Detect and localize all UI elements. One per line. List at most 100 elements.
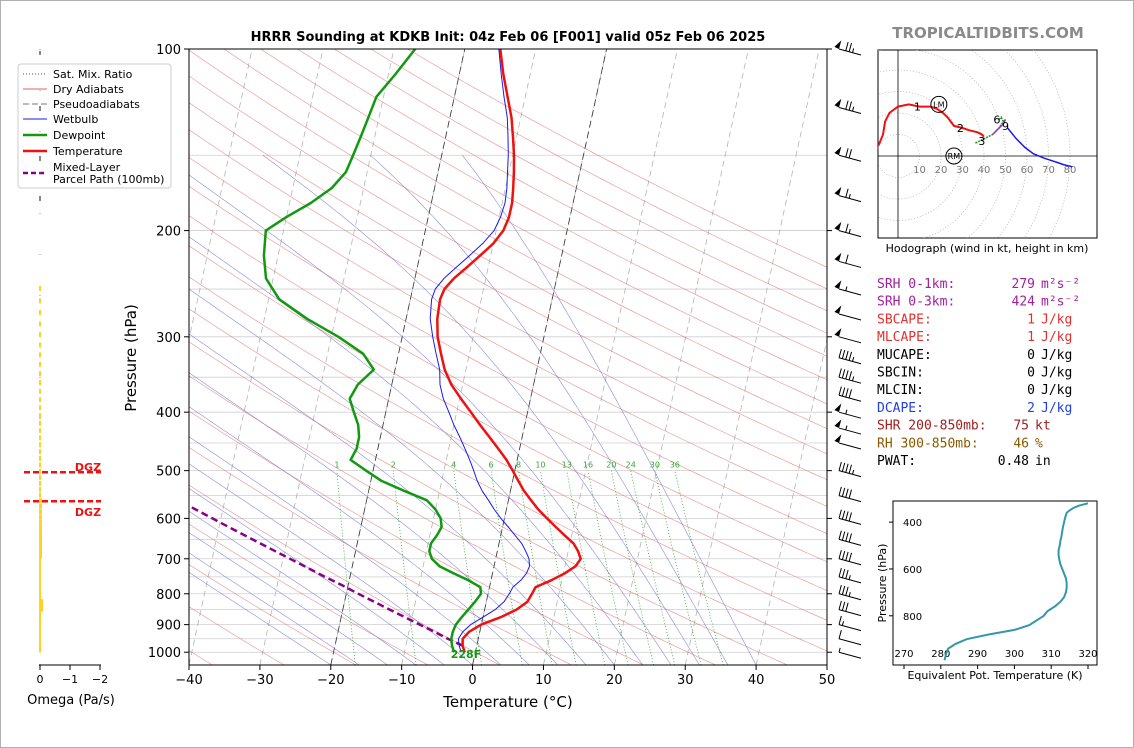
hodo-ring-label: 30 — [956, 165, 969, 176]
mixing-ratio-line — [540, 470, 577, 665]
index-value: 0 — [1027, 366, 1035, 381]
dgz-label-bottom: DGZ — [75, 506, 101, 519]
moist-adiabat — [189, 510, 416, 665]
omega-bar — [39, 310, 41, 316]
omega-bar — [39, 524, 42, 530]
omega-bar — [39, 617, 41, 623]
mixing-ratio-line — [654, 470, 702, 665]
thetae-ytick-label: 600 — [903, 565, 922, 576]
wind-barb — [838, 629, 862, 646]
wind-barb — [834, 252, 862, 268]
index-value: 75 — [1013, 419, 1029, 434]
moist-adiabat — [189, 288, 615, 665]
thetae-xlabel: Equivalent Pot. Temperature (K) — [907, 669, 1082, 682]
omega-bar — [39, 634, 41, 640]
dry-adiabat — [189, 49, 827, 405]
skewt-ylabel: Pressure (hPa) — [122, 304, 140, 412]
skewt-ytick-label: 400 — [156, 406, 181, 421]
index-label: SBCIN: — [877, 366, 924, 381]
skewt-xtick-label: −20 — [317, 673, 344, 688]
hodo-lm-marker — [930, 95, 948, 113]
wind-barb — [838, 530, 862, 546]
omega-bar — [39, 529, 42, 535]
dry-adiabat — [189, 185, 827, 534]
skewt-ytick-label: 200 — [156, 225, 181, 240]
omega-bar — [39, 361, 41, 367]
index-label: MLCIN: — [877, 383, 924, 398]
mixing-ratio-label: 36 — [670, 461, 680, 470]
index-label: RH 300-850mb: — [877, 436, 979, 451]
omega-bar-gray — [39, 156, 41, 161]
dry-adiabat — [189, 523, 429, 665]
legend-item-dry: Dry Adiabats — [53, 83, 124, 96]
omega-bar — [39, 641, 41, 647]
dry-adiabat — [189, 102, 827, 455]
moist-adiabat — [189, 406, 530, 665]
omega-bar — [39, 644, 41, 650]
omega-bar — [39, 455, 41, 461]
omega-bar — [39, 562, 41, 568]
omega-bar — [39, 498, 42, 504]
index-unit: J/kg — [1041, 348, 1072, 363]
mixing-ratio-label: 13 — [562, 461, 572, 470]
skewt-ytick-label: 300 — [156, 331, 181, 346]
skewt-plot-border — [188, 48, 828, 666]
omega-bar-gray — [39, 106, 41, 111]
mixing-ratio-line — [336, 470, 356, 665]
dry-adiabat — [189, 564, 357, 665]
hodograph-caption: Hodograph (wind in kt, height in km) — [886, 242, 1089, 255]
hodo-height-label: 9 — [1002, 120, 1009, 133]
omega-bar — [39, 397, 41, 403]
index-value: 1 — [1027, 312, 1035, 327]
isotherm-line — [259, 49, 395, 665]
index-label: SRH 0-1km: — [877, 277, 955, 292]
moist-adiabat — [189, 436, 502, 665]
omega-bar — [39, 420, 41, 426]
hodo-height-label: 1 — [914, 101, 921, 114]
moist-adiabat — [189, 463, 473, 665]
omega-panel: 0 −1 −2 — [24, 49, 108, 686]
omega-bar — [39, 602, 43, 608]
index-label: MLCAPE: — [877, 330, 932, 345]
omega-bar — [39, 298, 41, 304]
omega-bar — [39, 388, 41, 394]
moist-adiabat — [189, 174, 672, 665]
skewt-ytick-label: 700 — [156, 553, 181, 568]
hodo-ring-label: 40 — [978, 165, 991, 176]
skewt-axes: −40 −30 −20 −10 0 10 20 30 40 50 100 200 300 400 500 60… — [148, 43, 835, 688]
index-unit: m²s⁻² — [1041, 277, 1080, 292]
thetae-line — [943, 502, 1089, 661]
legend-item-wetbulb: Wetbulb — [53, 113, 98, 126]
index-label: PWAT: — [877, 454, 916, 469]
hodo-ring-label: 20 — [935, 165, 948, 176]
omega-bar — [39, 548, 42, 554]
omega-bar — [39, 413, 41, 419]
wind-barb — [834, 98, 862, 114]
omega-bar — [39, 637, 41, 643]
parcel-path-line — [189, 504, 464, 647]
dry-adiabat — [189, 484, 500, 665]
dry-adiabat — [260, 49, 827, 357]
skewt-xtick-label: 30 — [677, 673, 694, 688]
index-value: 0 — [1027, 383, 1035, 398]
dry-adiabat — [189, 129, 827, 481]
mixing-ratio-line — [566, 470, 606, 665]
dry-adiabat — [223, 49, 827, 381]
omega-bar — [39, 599, 43, 605]
omega-bar — [39, 613, 41, 619]
legend: Sat. Mix. Ratio Dry Adiabats Pseudoadiab… — [17, 63, 172, 189]
omega-bar-gray — [39, 196, 41, 201]
temperature-line — [436, 49, 582, 653]
hodograph-border — [877, 49, 1098, 239]
skewt-xtick-label: 50 — [819, 673, 836, 688]
surface-temp-label: 228F — [451, 648, 481, 661]
legend-item-temperature: Temperature — [52, 145, 123, 158]
omega-bar-gray — [39, 51, 41, 55]
dewpoint-line — [262, 49, 483, 653]
mixing-ratio-line — [518, 470, 553, 665]
omega-bar — [39, 468, 41, 474]
skewt-ytick-label: 1000 — [148, 646, 181, 661]
mixing-ratio-line — [610, 470, 654, 665]
skewt-ytick-label: 800 — [156, 588, 181, 603]
skewt-xtick-label: −40 — [175, 673, 202, 688]
